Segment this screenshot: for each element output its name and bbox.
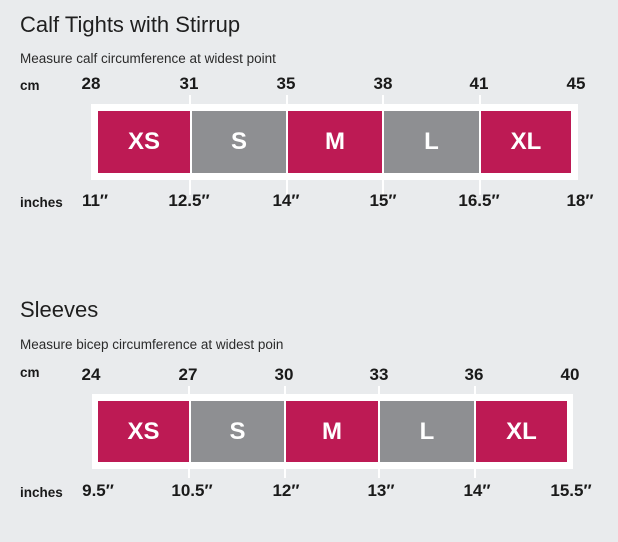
cm-value: 28 <box>81 74 101 93</box>
cm-value: 36 <box>464 365 484 384</box>
cm-value: 27 <box>178 365 198 384</box>
inch-value: 12.5″ <box>168 191 210 210</box>
cm-value: 33 <box>369 365 389 384</box>
inch-value: 15″ <box>369 191 397 210</box>
inch-value: 9.5″ <box>82 481 114 500</box>
size-segment-m: M <box>286 401 378 462</box>
size-segment-xl: XL <box>481 111 571 173</box>
size-segment-m: M <box>288 111 382 173</box>
inch-value: 12″ <box>272 481 300 500</box>
size-segment-xs: XS <box>98 111 190 173</box>
inch-value: 11″ <box>81 191 109 210</box>
size-segment-l: L <box>384 111 479 173</box>
size-segment-s: S <box>191 401 284 462</box>
section-subtitle: Measure calf circumference at widest poi… <box>20 51 276 66</box>
cm-value: 31 <box>179 74 199 93</box>
cm-value: 38 <box>373 74 393 93</box>
size-segment-s: S <box>192 111 286 173</box>
cm-value: 30 <box>274 365 294 384</box>
inch-value: 14″ <box>463 481 491 500</box>
cm-value: 40 <box>560 365 580 384</box>
size-segment-xs: XS <box>98 401 189 462</box>
cm-value: 35 <box>276 74 296 93</box>
inch-value: 10.5″ <box>171 481 213 500</box>
cm-label: cm <box>20 365 40 380</box>
inch-value: 13″ <box>367 481 395 500</box>
inches-label: inches <box>20 485 63 500</box>
cm-value: 24 <box>81 365 101 384</box>
section-subtitle: Measure bicep circumference at widest po… <box>20 337 284 352</box>
inch-value: 18″ <box>566 191 594 210</box>
section-title: Calf Tights with Stirrup <box>20 12 241 37</box>
size-segment-xl: XL <box>476 401 567 462</box>
cm-value: 45 <box>566 74 586 93</box>
section-title: Sleeves <box>20 297 99 322</box>
inch-value: 16.5″ <box>458 191 500 210</box>
size-segment-l: L <box>380 401 474 462</box>
cm-label: cm <box>20 78 40 93</box>
inch-value: 14″ <box>272 191 300 210</box>
cm-value: 41 <box>469 74 489 93</box>
inch-value: 15.5″ <box>550 481 592 500</box>
inches-label: inches <box>20 195 63 210</box>
